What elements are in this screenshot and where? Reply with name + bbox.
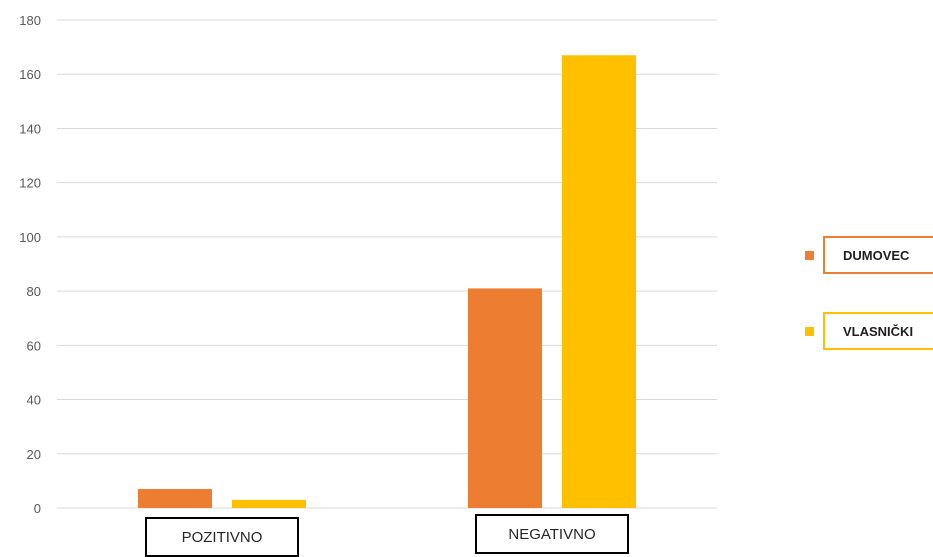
y-tick-label: 80 bbox=[27, 284, 41, 299]
y-tick-label: 60 bbox=[27, 338, 41, 353]
x-category-label: POZITIVNO bbox=[145, 517, 299, 557]
y-tick-label: 100 bbox=[19, 230, 41, 245]
y-tick-label: 140 bbox=[19, 121, 41, 136]
bar-vlasni-ki-negativno bbox=[562, 55, 636, 508]
legend-item-vlasnicki: VLASNIČKI bbox=[805, 312, 933, 350]
legend-label: DUMOVEC bbox=[823, 236, 933, 274]
y-axis-tick-labels: 0 20 40 60 80 100 120 140 160 180 bbox=[19, 13, 41, 516]
y-tick-label: 120 bbox=[19, 176, 41, 191]
y-tick-label: 0 bbox=[34, 501, 41, 516]
legend-label: VLASNIČKI bbox=[823, 312, 933, 350]
bar-vlasni-ki-pozitivno bbox=[232, 499, 306, 508]
bar-dumovec-pozitivno bbox=[138, 489, 212, 508]
legend-swatch bbox=[805, 326, 814, 336]
y-tick-label: 40 bbox=[27, 393, 41, 408]
y-tick-label: 180 bbox=[19, 13, 41, 28]
y-tick-label: 20 bbox=[27, 447, 41, 462]
gridlines bbox=[57, 19, 717, 509]
legend-item-dumovec: DUMOVEC bbox=[805, 236, 933, 274]
x-category-label: NEGATIVNO bbox=[475, 514, 629, 554]
y-tick-label: 160 bbox=[19, 67, 41, 82]
legend-swatch bbox=[805, 250, 814, 260]
bars bbox=[138, 55, 636, 508]
bar-dumovec-negativno bbox=[468, 288, 542, 508]
